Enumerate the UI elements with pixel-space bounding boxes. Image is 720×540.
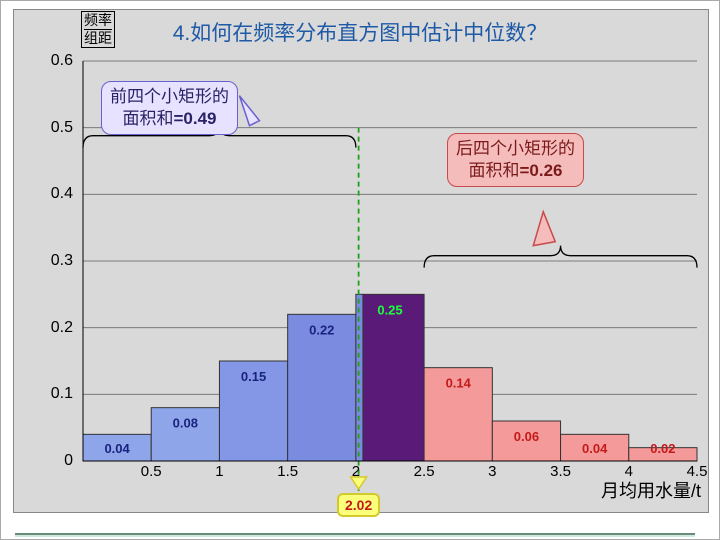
svg-text:0.08: 0.08 (173, 416, 198, 431)
y-tick: 0.6 (51, 52, 73, 70)
y-label-numerator: 频率 (84, 12, 112, 29)
callout-right-line2: 面积和 (468, 161, 519, 180)
svg-text:0.04: 0.04 (582, 441, 608, 456)
slide: 4.如何在频率分布直方图中估计中位数？ 频率 组距 0.040.080.150.… (0, 0, 720, 540)
median-value: 2.02 (345, 497, 372, 513)
y-tick: 0.2 (51, 319, 73, 337)
svg-text:0.06: 0.06 (514, 429, 539, 444)
x-axis-label: 月均用水量/t (601, 477, 701, 503)
y-tick: 0.1 (51, 385, 73, 403)
y-tick: 0.4 (51, 185, 73, 203)
x-tick: 0.5 (141, 463, 162, 480)
x-tick: 2 (352, 463, 360, 480)
y-tick: 0.5 (51, 119, 73, 137)
x-tick: 3.5 (550, 463, 571, 480)
callout-right-line1: 后四个小矩形的 (456, 139, 575, 158)
x-tick: 1.5 (277, 463, 298, 480)
callout-left: 前四个小矩形的 面积和=0.49 (101, 81, 238, 135)
svg-text:0.02: 0.02 (650, 441, 675, 456)
callout-left-val: =0.49 (173, 109, 216, 128)
callout-left-line2: 面积和 (122, 109, 173, 128)
svg-text:0.15: 0.15 (241, 369, 266, 384)
svg-text:0.14: 0.14 (446, 376, 472, 391)
x-tick: 3 (488, 463, 496, 480)
y-axis-fraction-label: 频率 组距 (81, 11, 115, 48)
y-tick: 0 (64, 452, 73, 470)
median-callout: 2.02 (337, 493, 380, 517)
svg-text:0.04: 0.04 (104, 441, 130, 456)
y-tick: 0.3 (51, 252, 73, 270)
callout-right: 后四个小矩形的 面积和=0.26 (447, 133, 584, 187)
callout-right-val: =0.26 (519, 161, 562, 180)
svg-text:0.25: 0.25 (377, 302, 402, 317)
x-tick: 2.5 (414, 463, 435, 480)
x-tick: 1 (215, 463, 223, 480)
footer-divider (15, 533, 695, 537)
y-label-denominator: 组距 (84, 29, 112, 47)
svg-text:0.22: 0.22 (309, 322, 334, 337)
callout-left-line1: 前四个小矩形的 (110, 87, 229, 106)
